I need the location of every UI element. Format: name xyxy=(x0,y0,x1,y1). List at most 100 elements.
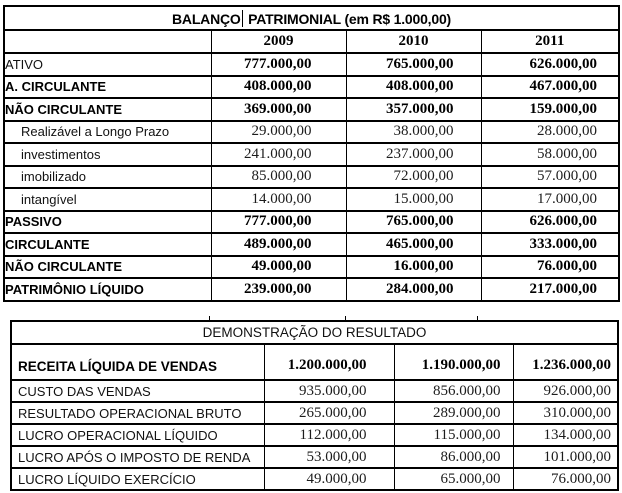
row-custo-das-vendas: CUSTO DAS VENDAS 935.000,00 856.000,00 9… xyxy=(10,379,619,403)
balance-sheet-title-row: BALANÇO PATRIMONIAL (em R$ 1.000,00) xyxy=(3,5,620,31)
value-cell[interactable]: 58.000,00 xyxy=(480,142,620,167)
row-ativo: ATIVO 777.000,00 765.000,00 626.000,00 xyxy=(3,52,620,77)
value-cell[interactable]: 53.000,00 xyxy=(263,445,395,469)
value-cell[interactable]: 239.000,00 xyxy=(210,277,347,302)
text-cursor xyxy=(241,9,244,27)
value-cell[interactable]: 112.000,00 xyxy=(263,423,395,447)
income-statement-title-cell[interactable]: DEMONSTRAÇÃO DO RESULTADO xyxy=(10,320,619,345)
row-label-cell[interactable]: Realizável a Longo Prazo xyxy=(3,119,212,144)
value-cell[interactable]: 72.000,00 xyxy=(345,164,482,189)
row-label-cell[interactable]: RECEITA LÍQUIDA DE VENDAS xyxy=(10,343,265,381)
row-ativo-nao-circulante: NÃO CIRCULANTE 369.000,00 357.000,00 159… xyxy=(3,97,620,122)
row-label-cell[interactable]: investimentos xyxy=(3,142,212,167)
row-label-cell[interactable]: ATIVO xyxy=(3,52,212,77)
row-label-cell[interactable]: PASSIVO xyxy=(3,209,212,234)
value-cell[interactable]: 856.000,00 xyxy=(393,379,514,403)
value-cell[interactable]: 765.000,00 xyxy=(345,209,482,234)
value-cell[interactable]: 115.000,00 xyxy=(393,423,514,447)
value-cell[interactable]: 159.000,00 xyxy=(480,97,620,122)
value-cell[interactable]: 1.236.000,00 xyxy=(512,343,619,381)
value-cell[interactable]: 333.000,00 xyxy=(480,232,620,257)
empty-corner-cell[interactable] xyxy=(3,29,212,54)
value-cell[interactable]: 86.000,00 xyxy=(393,445,514,469)
balance-sheet-title-cell[interactable]: BALANÇO PATRIMONIAL (em R$ 1.000,00) xyxy=(3,5,620,31)
value-cell[interactable]: 101.000,00 xyxy=(512,445,619,469)
value-cell[interactable]: 357.000,00 xyxy=(345,97,482,122)
balance-sheet-table: BALANÇO PATRIMONIAL (em R$ 1.000,00) 2009… xyxy=(3,5,620,302)
value-cell[interactable]: 85.000,00 xyxy=(210,164,347,189)
row-label-cell[interactable]: NÃO CIRCULANTE xyxy=(3,97,212,122)
row-realizavel-longo-prazo: Realizável a Longo Prazo 29.000,00 38.00… xyxy=(3,119,620,144)
value-cell[interactable]: 310.000,00 xyxy=(512,401,619,425)
value-cell[interactable]: 465.000,00 xyxy=(345,232,482,257)
border-artifact-tick xyxy=(209,316,210,320)
value-cell[interactable]: 237.000,00 xyxy=(345,142,482,167)
row-label-cell[interactable]: RESULTADO OPERACIONAL BRUTO xyxy=(10,401,265,425)
value-cell[interactable]: 15.000,00 xyxy=(345,187,482,212)
income-statement-table: DEMONSTRAÇÃO DO RESULTADO RECEITA LÍQUID… xyxy=(10,320,620,491)
row-label-cell[interactable]: A. CIRCULANTE xyxy=(3,74,212,99)
row-label-cell[interactable]: LUCRO OPERACIONAL LÍQUIDO xyxy=(10,423,265,447)
row-lucro-liquido-exercicio: LUCRO LÍQUIDO EXERCÍCIO 49.000,00 65.000… xyxy=(10,467,619,491)
year-header-2010[interactable]: 2010 xyxy=(345,29,482,54)
value-cell[interactable]: 777.000,00 xyxy=(210,209,347,234)
year-header-row: 2009 2010 2011 xyxy=(3,29,620,54)
row-passivo: PASSIVO 777.000,00 765.000,00 626.000,00 xyxy=(3,209,620,234)
row-label-cell[interactable]: CUSTO DAS VENDAS xyxy=(10,379,265,403)
value-cell[interactable]: 408.000,00 xyxy=(210,74,347,99)
value-cell[interactable]: 57.000,00 xyxy=(480,164,620,189)
row-intangivel: intangível 14.000,00 15.000,00 17.000,00 xyxy=(3,187,620,212)
row-label-cell[interactable]: LUCRO LÍQUIDO EXERCÍCIO xyxy=(10,467,265,491)
year-header-2011[interactable]: 2011 xyxy=(480,29,620,54)
row-lucro-operacional-liquido: LUCRO OPERACIONAL LÍQUIDO 112.000,00 115… xyxy=(10,423,619,447)
row-ativo-circulante: A. CIRCULANTE 408.000,00 408.000,00 467.… xyxy=(3,74,620,99)
value-cell[interactable]: 408.000,00 xyxy=(345,74,482,99)
row-lucro-apos-imposto-renda: LUCRO APÓS O IMPOSTO DE RENDA 53.000,00 … xyxy=(10,445,619,469)
value-cell[interactable]: 49.000,00 xyxy=(263,467,395,491)
value-cell[interactable]: 217.000,00 xyxy=(480,277,620,302)
value-cell[interactable]: 369.000,00 xyxy=(210,97,347,122)
income-statement-title-row: DEMONSTRAÇÃO DO RESULTADO xyxy=(10,320,619,345)
value-cell[interactable]: 765.000,00 xyxy=(345,52,482,77)
row-label-cell[interactable]: imobilizado xyxy=(3,164,212,189)
value-cell[interactable]: 284.000,00 xyxy=(345,277,482,302)
value-cell[interactable]: 49.000,00 xyxy=(210,254,347,279)
row-imobilizado: imobilizado 85.000,00 72.000,00 57.000,0… xyxy=(3,164,620,189)
value-cell[interactable]: 926.000,00 xyxy=(512,379,619,403)
value-cell[interactable]: 467.000,00 xyxy=(480,74,620,99)
balance-sheet-title-part1: BALANÇO xyxy=(172,10,241,27)
value-cell[interactable]: 14.000,00 xyxy=(210,187,347,212)
row-label-cell[interactable]: PATRIMÔNIO LÍQUIDO xyxy=(3,277,212,302)
value-cell[interactable]: 38.000,00 xyxy=(345,119,482,144)
row-label-cell[interactable]: CIRCULANTE xyxy=(3,232,212,257)
row-label-cell[interactable]: NÃO CIRCULANTE xyxy=(3,254,212,279)
value-cell[interactable]: 241.000,00 xyxy=(210,142,347,167)
value-cell[interactable]: 935.000,00 xyxy=(263,379,395,403)
row-patrimonio-liquido: PATRIMÔNIO LÍQUIDO 239.000,00 284.000,00… xyxy=(3,277,620,302)
row-passivo-nao-circulante: NÃO CIRCULANTE 49.000,00 16.000,00 76.00… xyxy=(3,254,620,279)
row-resultado-operacional-bruto: RESULTADO OPERACIONAL BRUTO 265.000,00 2… xyxy=(10,401,619,425)
value-cell[interactable]: 1.190.000,00 xyxy=(393,343,514,381)
row-label-cell[interactable]: LUCRO APÓS O IMPOSTO DE RENDA xyxy=(10,445,265,469)
value-cell[interactable]: 29.000,00 xyxy=(210,119,347,144)
value-cell[interactable]: 65.000,00 xyxy=(393,467,514,491)
year-header-2009[interactable]: 2009 xyxy=(210,29,347,54)
balance-sheet-title-part2: PATRIMONIAL (em R$ 1.000,00) xyxy=(248,10,451,27)
border-artifact-tick xyxy=(477,316,478,320)
value-cell[interactable]: 134.000,00 xyxy=(512,423,619,447)
row-label-cell[interactable]: intangível xyxy=(3,187,212,212)
value-cell[interactable]: 489.000,00 xyxy=(210,232,347,257)
row-receita-liquida-vendas: RECEITA LÍQUIDA DE VENDAS 1.200.000,00 1… xyxy=(10,343,619,381)
value-cell[interactable]: 28.000,00 xyxy=(480,119,620,144)
value-cell[interactable]: 1.200.000,00 xyxy=(263,343,395,381)
value-cell[interactable]: 17.000,00 xyxy=(480,187,620,212)
value-cell[interactable]: 76.000,00 xyxy=(480,254,620,279)
value-cell[interactable]: 626.000,00 xyxy=(480,209,620,234)
value-cell[interactable]: 76.000,00 xyxy=(512,467,619,491)
value-cell[interactable]: 265.000,00 xyxy=(263,401,395,425)
value-cell[interactable]: 16.000,00 xyxy=(345,254,482,279)
value-cell[interactable]: 289.000,00 xyxy=(393,401,514,425)
value-cell[interactable]: 777.000,00 xyxy=(210,52,347,77)
value-cell[interactable]: 626.000,00 xyxy=(480,52,620,77)
